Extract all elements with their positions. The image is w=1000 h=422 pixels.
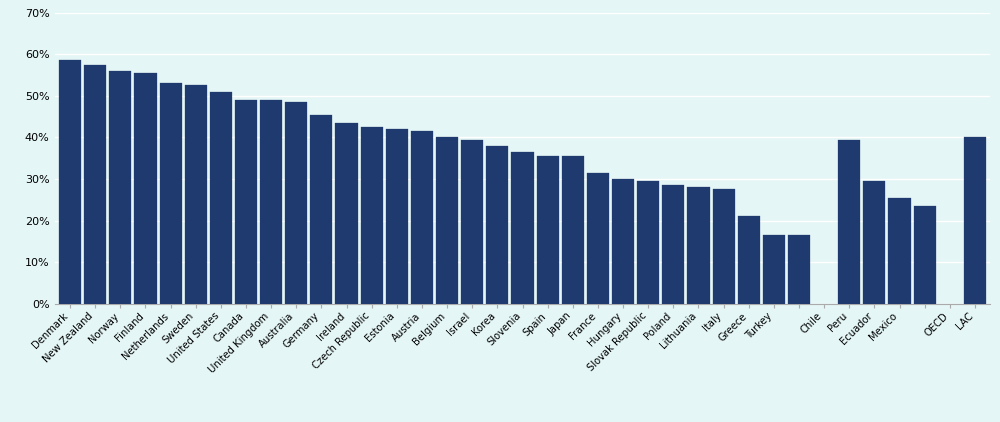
Bar: [436, 138, 458, 304]
Bar: [587, 173, 609, 304]
Bar: [59, 60, 81, 304]
Bar: [637, 181, 659, 304]
Bar: [863, 181, 885, 304]
Bar: [914, 206, 936, 304]
Bar: [84, 65, 106, 304]
Bar: [361, 127, 383, 304]
Bar: [160, 84, 182, 304]
Bar: [738, 216, 760, 304]
Bar: [788, 235, 810, 304]
Bar: [185, 85, 207, 304]
Bar: [386, 129, 408, 304]
Bar: [612, 179, 634, 304]
Bar: [461, 140, 483, 304]
Bar: [235, 100, 257, 304]
Bar: [562, 156, 584, 304]
Bar: [537, 156, 559, 304]
Bar: [285, 102, 307, 304]
Bar: [687, 187, 710, 304]
Bar: [486, 146, 508, 304]
Bar: [888, 198, 911, 304]
Bar: [964, 138, 986, 304]
Bar: [838, 140, 860, 304]
Bar: [763, 235, 785, 304]
Bar: [134, 73, 157, 304]
Bar: [335, 123, 358, 304]
Bar: [109, 71, 131, 304]
Bar: [662, 185, 684, 304]
Bar: [210, 92, 232, 304]
Bar: [713, 189, 735, 304]
Bar: [260, 100, 282, 304]
Bar: [411, 131, 433, 304]
Bar: [310, 115, 332, 304]
Bar: [511, 152, 534, 304]
